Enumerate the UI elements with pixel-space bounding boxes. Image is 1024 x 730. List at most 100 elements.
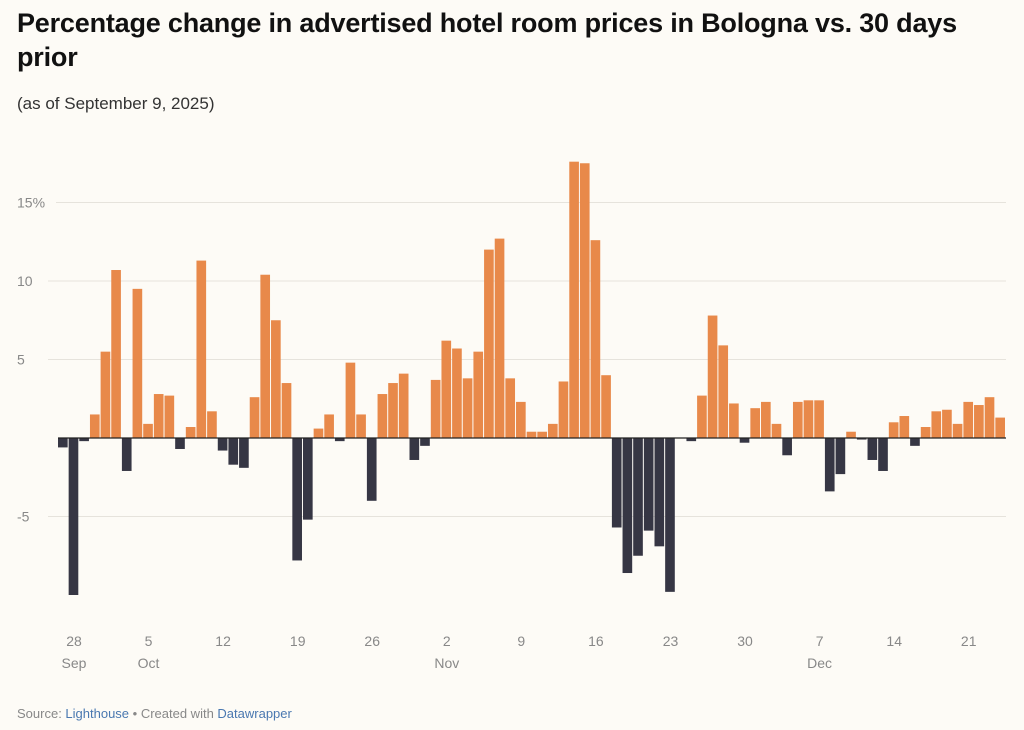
x-axis-labels: 28 Sep 5 Oct 12 19 26 2 Nov 9 16 23 30 7 Dec 14 21 <box>62 633 977 671</box>
bar-positive <box>207 411 217 438</box>
bar-positive <box>271 320 281 438</box>
bar-positive <box>920 427 931 438</box>
bar-positive <box>792 401 803 438</box>
x-tick-label: 7 <box>816 633 824 649</box>
bar-positive <box>100 351 111 438</box>
bar-positive <box>398 373 409 438</box>
x-tick-label: 21 <box>961 633 977 649</box>
x-tick-month-label: Oct <box>138 655 160 671</box>
grid-lines <box>48 202 1006 517</box>
bar-negative <box>58 438 68 448</box>
bar-positive <box>888 422 899 438</box>
x-tick-month-label: Sep <box>62 655 87 671</box>
bar-positive <box>430 379 441 438</box>
bar-positive <box>153 394 164 438</box>
bar-negative <box>68 438 79 595</box>
y-axis-labels: 15% 10 5 -5 <box>17 195 45 525</box>
bar-positive <box>89 414 100 438</box>
bar-chart: 15% 10 5 -5 28 Sep 5 Oct 12 19 26 2 Nov 9 16 23 30 7 Dec 1… <box>17 161 1006 671</box>
bar-positive <box>803 400 814 438</box>
bar-positive <box>963 401 974 438</box>
y-tick-label: -5 <box>17 509 30 525</box>
bar-negative <box>654 438 665 547</box>
bar-positive <box>281 383 292 438</box>
bar-positive <box>249 397 260 438</box>
bar-positive <box>132 288 143 438</box>
bar-positive <box>558 381 569 438</box>
bar-positive <box>718 345 729 438</box>
bar-negative <box>739 438 750 443</box>
x-tick-month-label: Dec <box>807 655 832 671</box>
x-tick-label: 28 <box>66 633 82 649</box>
chart-subtitle: (as of September 9, 2025) <box>17 94 215 113</box>
bar-negative <box>824 438 835 492</box>
bar-negative <box>910 438 920 446</box>
bar-negative <box>79 438 89 442</box>
bar-positive <box>473 351 484 438</box>
bar-positive <box>377 394 388 438</box>
bar-positive <box>601 375 611 438</box>
bar-positive <box>984 397 995 438</box>
bar-positive <box>750 408 761 438</box>
bar-negative <box>228 438 239 465</box>
x-tick-label: 16 <box>588 633 604 649</box>
bar-negative <box>409 438 420 460</box>
chart-title: Percentage change in advertised hotel ro… <box>17 8 957 72</box>
y-tick-label: 10 <box>17 273 33 289</box>
bar-negative <box>686 438 697 442</box>
bar-negative <box>622 438 633 574</box>
bar-positive <box>547 423 558 438</box>
datawrapper-link[interactable]: Datawrapper <box>217 706 292 721</box>
bar-positive <box>196 260 207 438</box>
footer: Source: Lighthouse • Created with Datawr… <box>17 706 292 721</box>
bar-negative <box>633 438 643 556</box>
bar-negative <box>292 438 302 561</box>
bar-positive <box>143 423 153 438</box>
bar-negative <box>420 438 430 446</box>
bar-positive <box>505 378 516 438</box>
bar-positive <box>590 240 601 438</box>
bar-negative <box>665 438 675 592</box>
bar-positive <box>356 414 366 438</box>
x-tick-label: 26 <box>364 633 380 649</box>
bar-positive <box>494 238 505 438</box>
bar-negative <box>217 438 228 451</box>
y-tick-label: 5 <box>17 352 25 368</box>
bar-positive <box>484 249 494 438</box>
bar-negative <box>856 438 867 440</box>
bar-negative <box>175 438 185 449</box>
x-tick-label: 14 <box>886 633 902 649</box>
bar-positive <box>697 395 707 438</box>
bar-negative <box>782 438 792 456</box>
bar-positive <box>579 163 590 438</box>
bar-negative <box>878 438 888 471</box>
bar-positive <box>814 400 824 438</box>
footer-separator: • Created with <box>129 706 218 721</box>
bar-positive <box>111 270 121 438</box>
bar-negative <box>302 438 313 520</box>
bar-positive <box>345 362 356 438</box>
x-tick-label: 19 <box>290 633 306 649</box>
bar-positive <box>771 423 782 438</box>
bar-positive <box>729 403 739 438</box>
bar-positive <box>995 417 1005 438</box>
bar-negative <box>239 438 249 468</box>
bar-positive <box>569 161 579 438</box>
bar-positive <box>707 315 718 438</box>
bar-positive <box>388 383 398 438</box>
bar-positive <box>761 401 771 438</box>
bar-positive <box>526 431 537 438</box>
bar-positive <box>441 340 452 438</box>
bar-positive <box>313 428 324 438</box>
y-tick-label: 15% <box>17 195 45 211</box>
bar-positive <box>942 409 952 438</box>
bar-positive <box>185 427 196 438</box>
bar-negative <box>334 438 345 442</box>
source-prefix: Source: <box>17 706 66 721</box>
bars <box>58 161 1005 595</box>
bar-positive <box>324 414 334 438</box>
bar-positive <box>537 431 547 438</box>
bar-positive <box>974 405 984 438</box>
source-link[interactable]: Lighthouse <box>65 706 130 721</box>
bar-positive <box>931 411 942 438</box>
